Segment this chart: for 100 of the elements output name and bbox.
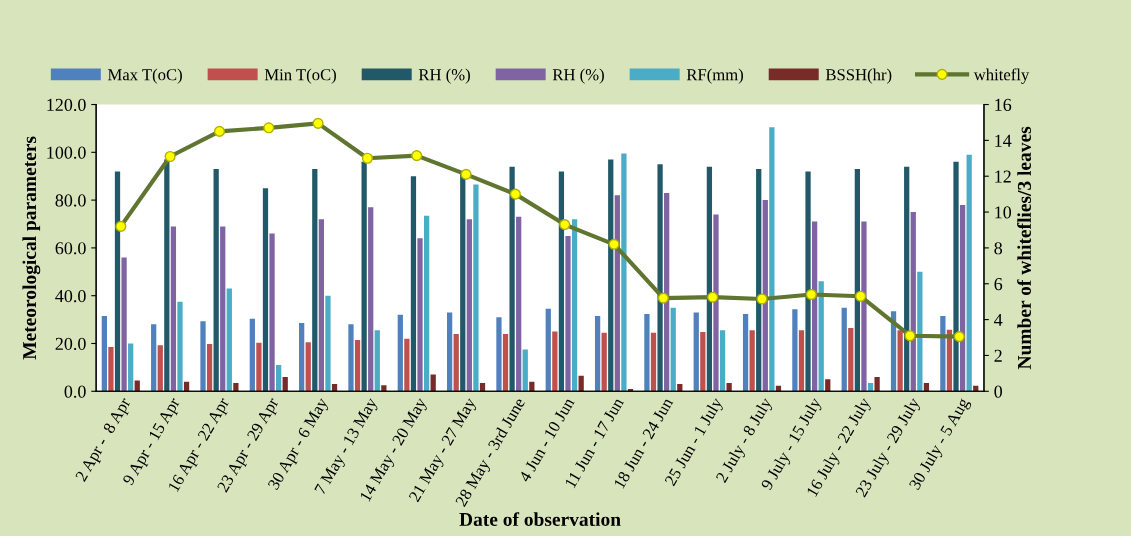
bar [213,169,219,392]
bar [516,216,522,392]
bar [805,171,811,392]
bar [621,153,627,392]
legend-label: BSSH(hr) [825,68,892,84]
bar [262,188,269,392]
bar [874,376,880,392]
bar [594,316,601,392]
bar [108,347,114,392]
bar [381,385,387,392]
x-axis-title: Date of observation [459,512,621,527]
bar [749,330,755,392]
y-tick-label: 80.0 [55,194,86,207]
bar [121,257,127,392]
bar [756,169,762,392]
legend-label: whitefly [973,68,1030,84]
bar [299,322,305,392]
bar [953,161,959,392]
bar [368,207,374,392]
bar [410,176,417,392]
y2-tick-label: 14 [995,134,1012,147]
y2-tick-label: 12 [995,170,1011,183]
bar [848,327,854,392]
bar [677,384,683,392]
y2-tick-label: 10 [995,206,1012,219]
bar [841,307,847,392]
legend-label: RH (%) [418,68,470,84]
bar [200,321,206,392]
bar [128,343,134,392]
bar [614,195,620,392]
bar [374,330,380,392]
bar [233,382,239,392]
bar [361,161,367,392]
bar [348,324,354,392]
y-tick-label: 100.0 [47,146,86,159]
bar [854,169,860,392]
bar [966,154,972,392]
bar [917,271,923,392]
bar [502,333,509,392]
y-tick-label: 0.0 [64,385,86,398]
bar [565,235,571,392]
bar [157,345,163,392]
bar [354,339,361,392]
bar [249,318,255,392]
bar [318,219,325,392]
bar [206,343,213,392]
bar [923,382,930,392]
bar [861,221,867,392]
y-tick-label: 40.0 [55,289,86,303]
bar [904,166,910,392]
bar [164,159,170,392]
legend-label: Max T(oC) [107,68,182,84]
y2-tick-label: 0 [994,385,1003,398]
bar [276,364,282,392]
bar [552,331,558,392]
y2-axis-title: Number of whiteflies/3 leaves [1017,126,1032,370]
bar [910,212,916,392]
bar [940,316,946,392]
bar [170,226,177,392]
bar [719,330,726,392]
bar [509,166,515,392]
bar [522,349,528,392]
bar [177,301,183,392]
bar [529,381,535,392]
bar [664,192,670,392]
bar [397,314,403,392]
bar [713,214,719,392]
bar [114,171,121,392]
bar [644,314,650,392]
y-tick-label: 20.0 [55,337,86,351]
bar [282,376,288,392]
bar [430,374,436,392]
bar [558,171,565,392]
legend-label: RF(mm) [686,68,743,84]
bar [305,342,311,392]
bar [256,342,262,392]
bar [226,288,232,392]
bar [446,312,453,392]
bar [706,166,713,392]
bar [578,375,584,392]
bar [220,226,226,392]
legend-label: Min T(oC) [264,68,336,84]
bar [897,330,903,392]
bar [325,295,331,392]
bar [959,204,966,392]
bar [798,330,805,392]
bar [608,159,614,392]
bar [312,169,318,392]
bar [473,184,479,392]
bar [417,238,423,392]
bar [466,219,472,392]
bar [331,384,338,392]
legend-label: RH (%) [552,68,604,84]
bar [404,338,410,392]
y-tick-label: 120.0 [47,98,86,112]
bar [769,127,775,392]
bar [479,382,486,392]
bar [657,164,663,392]
bar [183,381,190,392]
y2-tick-label: 4 [994,313,1003,326]
